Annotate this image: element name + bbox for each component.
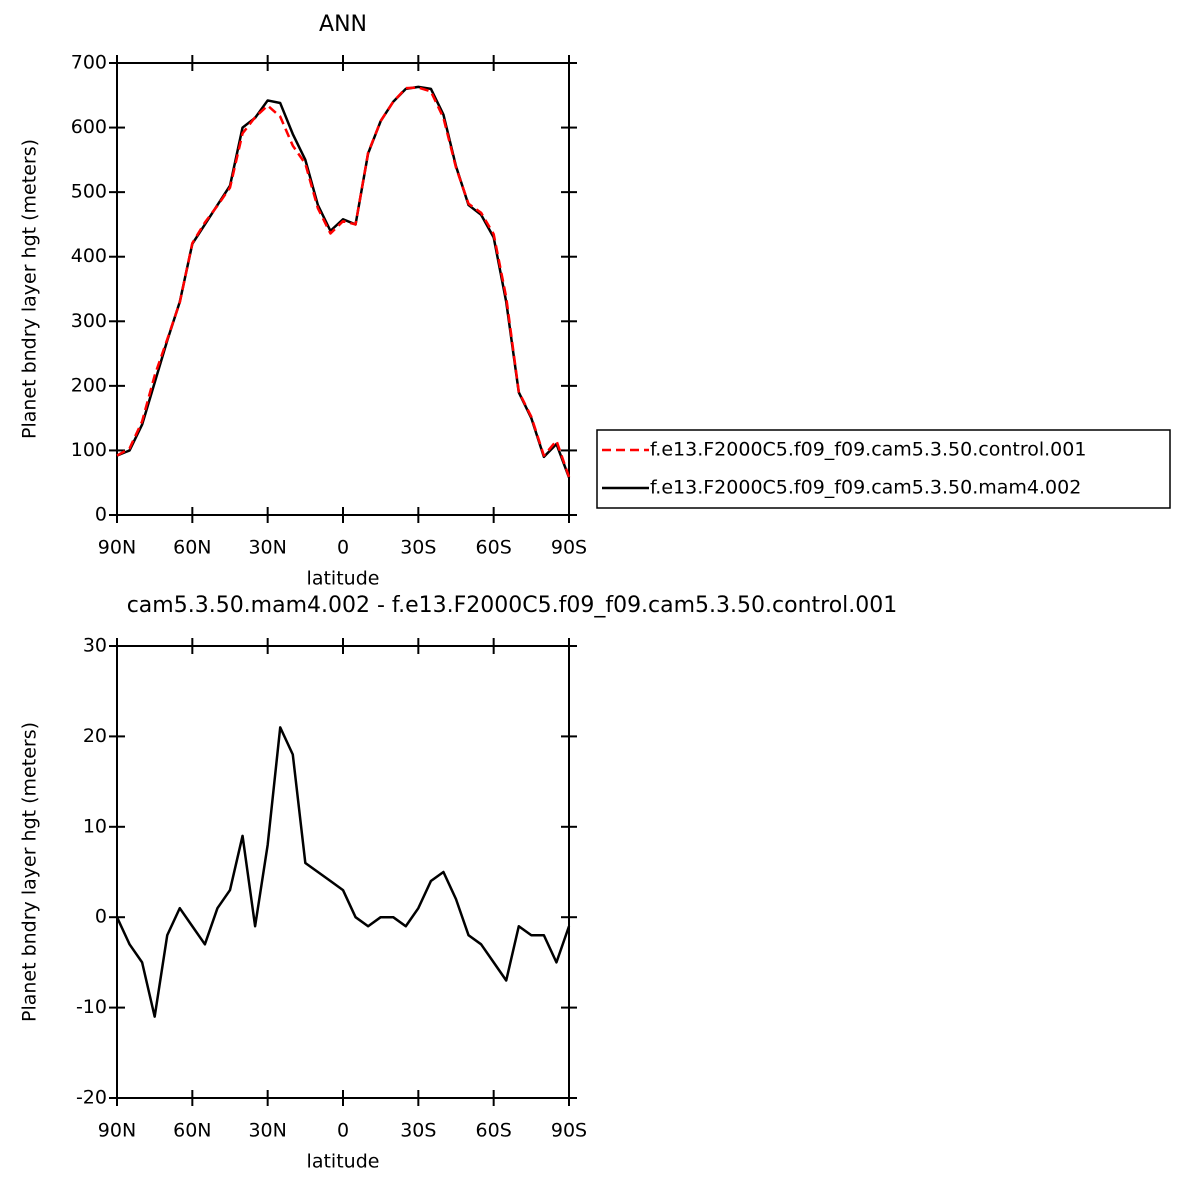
x-tick-label: 90S xyxy=(551,1120,587,1142)
x-tick-label: 30S xyxy=(400,537,436,559)
y-tick-label: 0 xyxy=(95,504,107,526)
y-tick-label: 30 xyxy=(83,635,107,657)
y-axis-label: Planet bndry layer hgt (meters) xyxy=(19,139,41,439)
y-tick-label: 200 xyxy=(71,374,107,396)
data-line xyxy=(116,86,571,478)
y-tick-label: 600 xyxy=(71,116,107,138)
x-tick-label: 90N xyxy=(98,1120,136,1142)
x-axis-label: latitude xyxy=(307,568,380,590)
x-tick-label: 90S xyxy=(551,537,587,559)
chart-title: cam5.3.50.mam4.002 - f.e13.F2000C5.f09_f… xyxy=(127,593,898,618)
x-tick-label: 0 xyxy=(337,1120,349,1142)
x-tick-label: 60S xyxy=(476,537,512,559)
y-tick-label: 400 xyxy=(71,245,107,267)
y-tick-label: -10 xyxy=(76,996,107,1018)
x-axis-label: latitude xyxy=(307,1151,380,1173)
y-axis-label: Planet bndry layer hgt (meters) xyxy=(19,722,41,1022)
chart-title: ANN xyxy=(319,12,367,37)
y-tick-label: 700 xyxy=(71,52,107,74)
y-tick-label: 20 xyxy=(83,725,107,747)
y-tick-label: -20 xyxy=(76,1087,107,1109)
x-tick-label: 60S xyxy=(476,1120,512,1142)
plot-frame xyxy=(116,645,570,1099)
legend-box xyxy=(596,429,1171,509)
legend-label: f.e13.F2000C5.f09_f09.cam5.3.50.mam4.002 xyxy=(650,477,1081,499)
x-tick-label: 30S xyxy=(400,1120,436,1142)
data-line xyxy=(115,726,571,1018)
y-tick-label: 300 xyxy=(71,310,107,332)
x-tick-label: 30N xyxy=(248,537,286,559)
y-tick-label: 100 xyxy=(71,439,107,461)
x-tick-label: 60N xyxy=(173,1120,211,1142)
x-tick-label: 90N xyxy=(98,537,136,559)
y-tick-label: 500 xyxy=(71,181,107,203)
x-tick-label: 60N xyxy=(173,537,211,559)
legend-label: f.e13.F2000C5.f09_f09.cam5.3.50.control.… xyxy=(650,439,1086,461)
x-tick-label: 0 xyxy=(337,537,349,559)
y-tick-label: 0 xyxy=(95,906,107,928)
x-tick-label: 30N xyxy=(248,1120,286,1142)
y-tick-label: 10 xyxy=(83,815,107,837)
plot-frame xyxy=(116,62,570,516)
